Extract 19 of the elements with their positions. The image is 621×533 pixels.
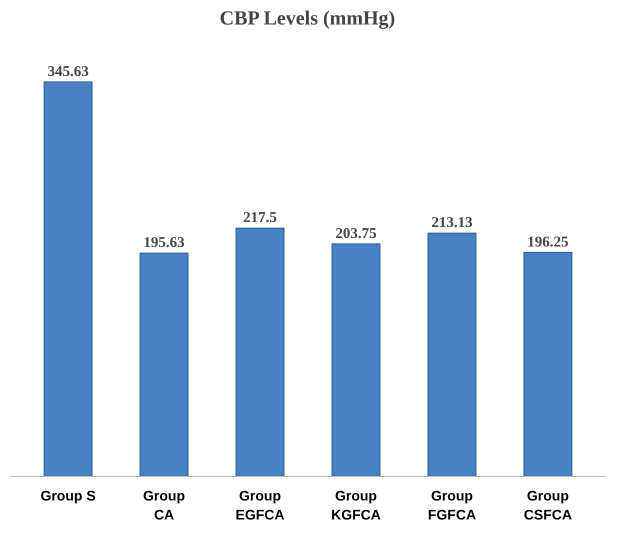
x-tick-label: Group CSFCA: [524, 488, 572, 523]
data-label: 213.13: [431, 215, 473, 232]
bar: [427, 232, 476, 476]
x-tick-label: Group CA: [143, 488, 186, 523]
x-tick-label: Group EGFCA: [236, 488, 285, 523]
data-label: 203.75: [335, 226, 377, 242]
bar: [140, 252, 189, 476]
bar: [523, 252, 572, 476]
chart-title: CBP Levels (mmHg): [220, 8, 396, 30]
bar: [44, 81, 93, 476]
data-label: 217.5: [243, 210, 277, 226]
x-tick-label: Group KGFCA: [331, 488, 381, 523]
data-label: 196.25: [527, 234, 569, 250]
data-label: 195.63: [143, 235, 185, 252]
x-tick-label: Group S: [40, 488, 96, 504]
bar: [331, 243, 380, 476]
data-label: 345.63: [47, 64, 89, 80]
bar: [236, 228, 285, 476]
x-tick-label: Group FGFCA: [428, 488, 476, 523]
